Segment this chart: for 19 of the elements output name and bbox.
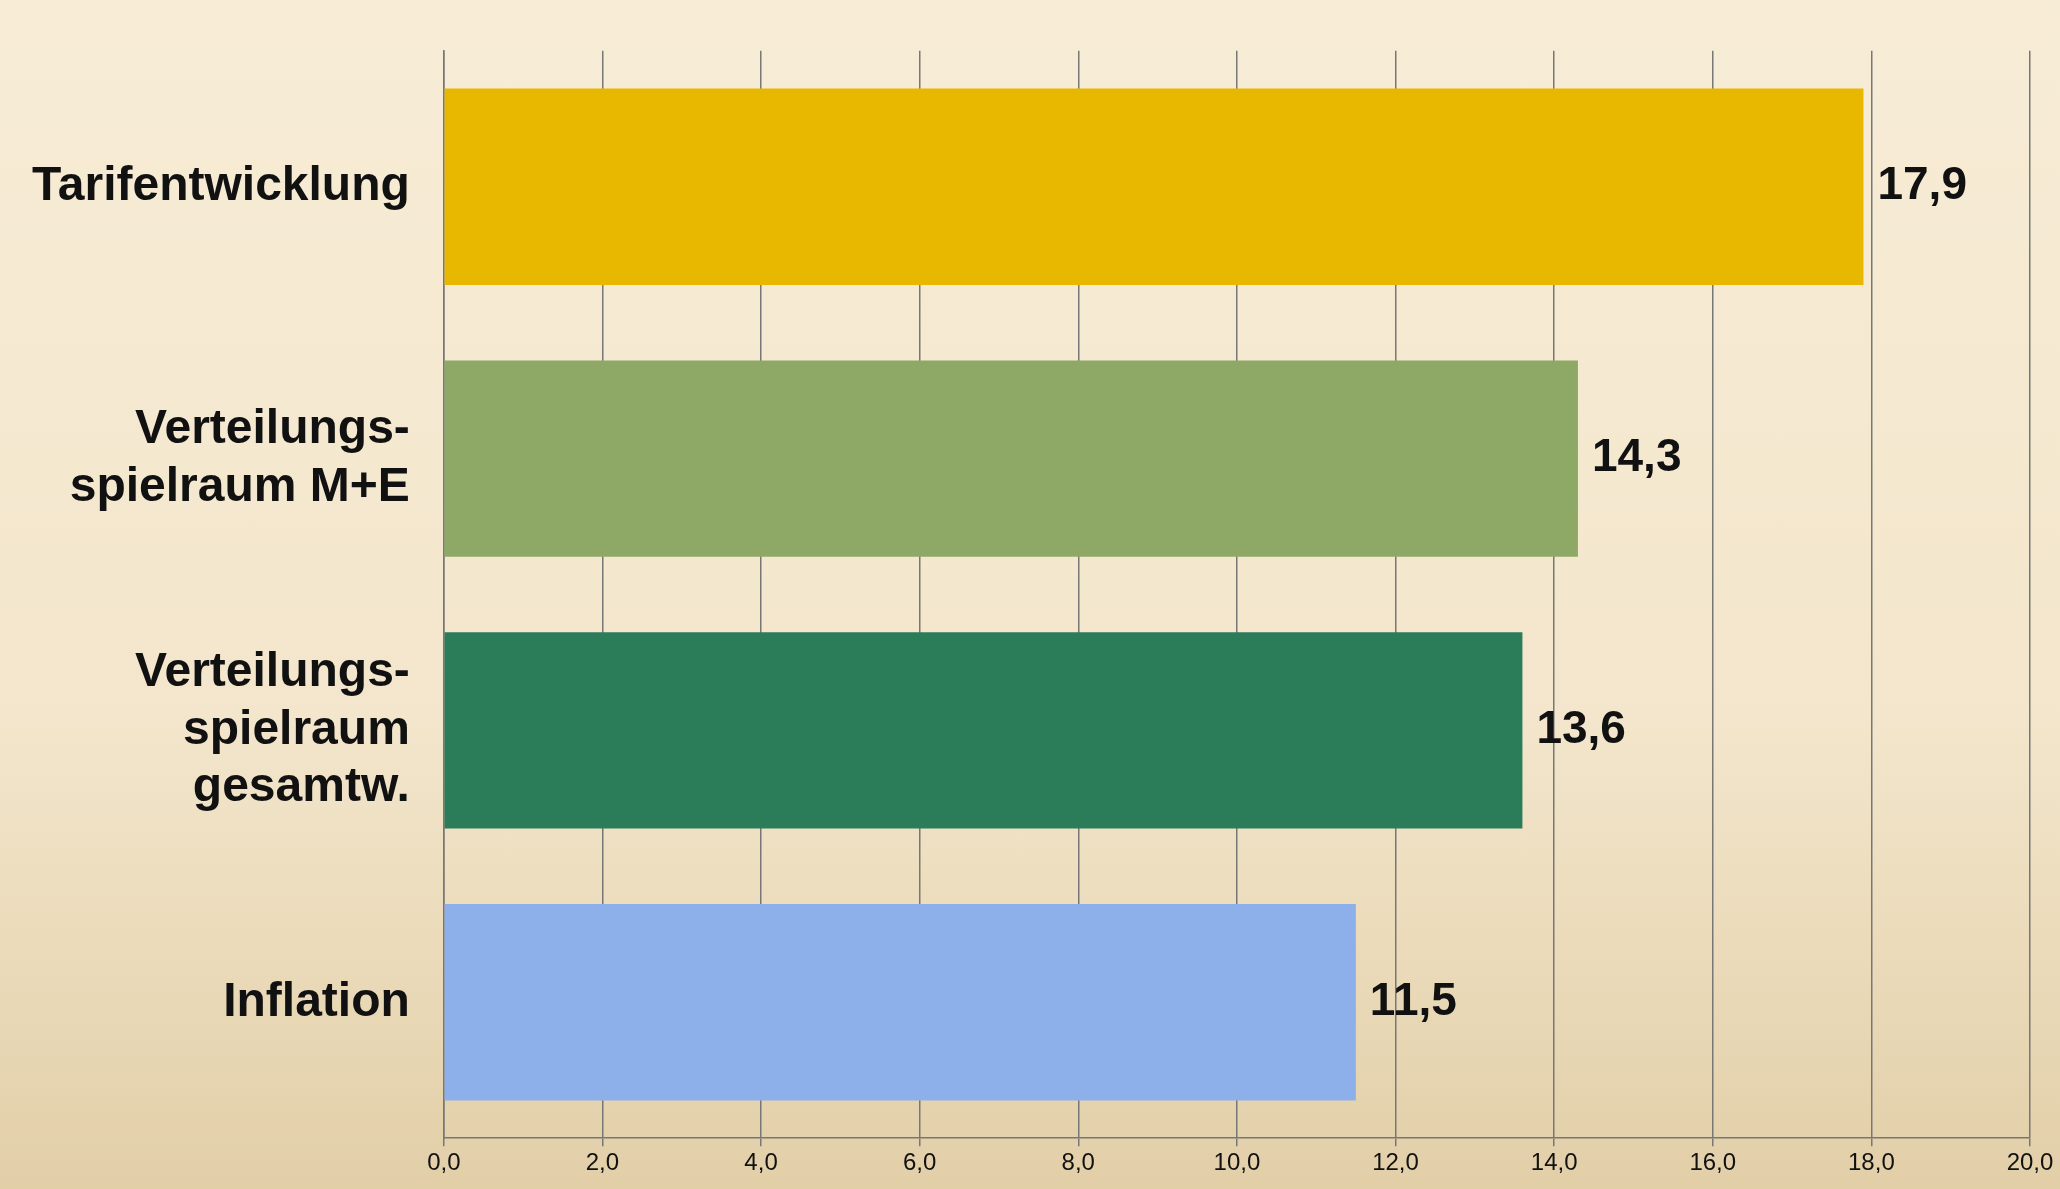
data-label: 17,9 <box>1877 157 1967 210</box>
x-tick-label: 6,0 <box>902 1148 937 1176</box>
x-tick-label: 20,0 <box>2006 1148 2054 1176</box>
x-tick-label: 16,0 <box>1689 1148 1737 1176</box>
data-label: 14,3 <box>1591 429 1682 482</box>
x-tick-label: 0,0 <box>427 1148 461 1176</box>
y-tick-label: Inflation <box>223 972 410 1026</box>
y-tick-label: Verteilungs- spielraum gesamtw. <box>135 643 410 812</box>
data-label: 11,5 <box>1369 972 1457 1025</box>
x-tick-label: 2,0 <box>585 1148 620 1176</box>
y-tick-label: Verteilungs- spielraum M+E <box>69 400 410 511</box>
y-tick-label: Tarifentwicklung <box>32 156 410 210</box>
x-tick-label: 12,0 <box>1372 1148 1419 1176</box>
x-tick-label: 14,0 <box>1530 1148 1578 1176</box>
x-tick-label: 10,0 <box>1213 1148 1261 1176</box>
data-label: 13,6 <box>1536 701 1626 754</box>
x-tick-label: 4,0 <box>744 1148 778 1176</box>
x-tick-label: 8,0 <box>1061 1148 1095 1176</box>
x-tick-label: 18,0 <box>1848 1148 1895 1176</box>
